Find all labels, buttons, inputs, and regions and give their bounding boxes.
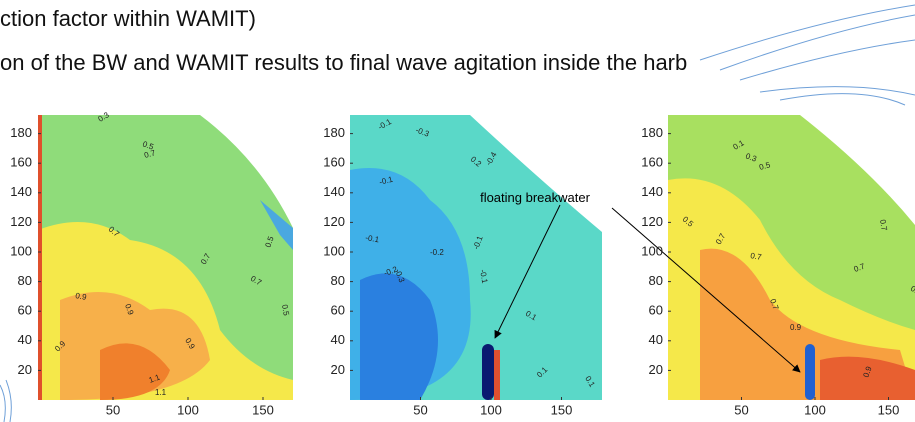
x-tick-label: 150	[551, 402, 573, 417]
y-tick-label: 80	[18, 273, 32, 288]
x-tick-label: 150	[252, 402, 274, 417]
y-tick-label: 160	[641, 155, 663, 170]
y-tick-label: 120	[323, 214, 345, 229]
y-tick-label: 160	[323, 155, 345, 170]
contour-label: 1.1	[155, 388, 167, 397]
x-tick-label: 100	[177, 402, 199, 417]
y-tick-label: 160	[10, 155, 32, 170]
x-tick-label: 150	[878, 402, 900, 417]
y-tick-label: 120	[10, 214, 32, 229]
y-tick-label: 140	[10, 184, 32, 199]
x-tick-label: 100	[480, 402, 502, 417]
y-tick-label: 100	[10, 243, 32, 258]
x-tick-label: 50	[413, 402, 427, 417]
y-tick-label: 60	[649, 303, 663, 318]
y-tick-label: 20	[18, 362, 32, 377]
y-tick-label: 140	[323, 184, 345, 199]
y-tick-label: 120	[641, 214, 663, 229]
contour-label: -0.2	[430, 248, 444, 257]
text-line: on of the BW and WAMIT results to final …	[0, 50, 687, 75]
y-tick-label: 100	[323, 243, 345, 258]
contour-plot	[38, 115, 293, 400]
y-tick-label: 140	[641, 184, 663, 199]
x-tick-label: 100	[804, 402, 826, 417]
annotation: floating breakwater	[480, 190, 591, 205]
y-tick-label: 80	[649, 273, 663, 288]
x-tick-label: 50	[734, 402, 748, 417]
text-line: ction factor within WAMIT)	[0, 6, 256, 31]
contour-plot	[668, 115, 915, 400]
y-tick-label: 60	[18, 303, 32, 318]
y-tick-label: 180	[10, 125, 32, 140]
slide: ction factor within WAMIT) on of the BW …	[0, 0, 915, 422]
y-tick-label: 180	[323, 125, 345, 140]
y-tick-label: 180	[641, 125, 663, 140]
y-tick-label: 20	[331, 362, 345, 377]
contour-label: 0.9	[790, 323, 802, 332]
x-tick-label: 50	[106, 402, 120, 417]
y-tick-label: 100	[641, 243, 663, 258]
y-tick-label: 80	[331, 273, 345, 288]
y-tick-label: 40	[331, 332, 345, 347]
y-tick-label: 20	[649, 362, 663, 377]
y-tick-label: 40	[649, 332, 663, 347]
y-tick-label: 40	[18, 332, 32, 347]
y-tick-label: 60	[331, 303, 345, 318]
